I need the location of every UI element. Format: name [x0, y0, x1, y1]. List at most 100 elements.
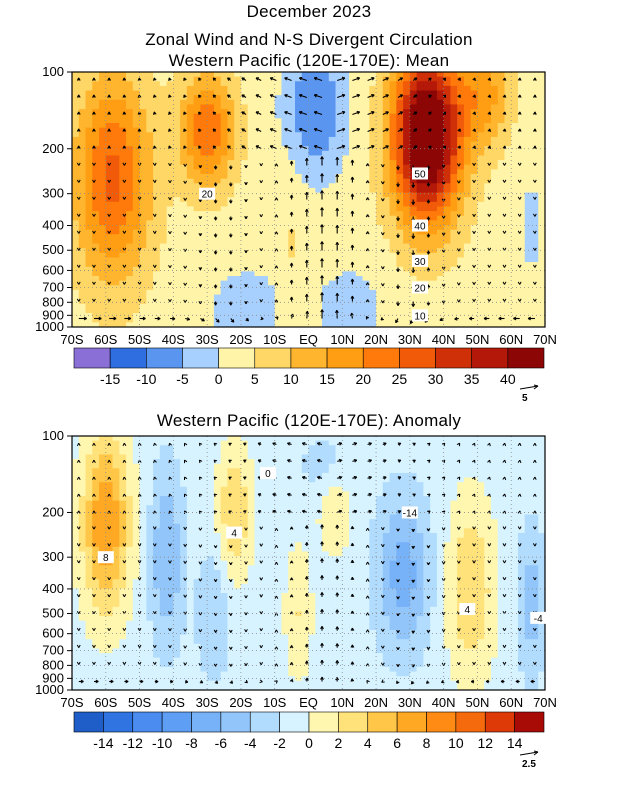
field-cell: [322, 266, 330, 272]
field-cell: [207, 206, 215, 212]
field-cell: [180, 436, 188, 442]
field-cell: [78, 308, 87, 314]
field-cell: [301, 72, 310, 78]
field-cell: [288, 248, 296, 254]
field-cell: [213, 169, 222, 175]
field-cell: [180, 276, 188, 282]
field-cell: [166, 206, 174, 212]
field-cell: [322, 174, 330, 180]
field-cell: [497, 266, 506, 272]
field-cell: [369, 155, 377, 161]
field-cell: [443, 150, 451, 157]
field-cell: [240, 160, 249, 166]
field-cell: [180, 150, 188, 157]
field-cell: [322, 238, 330, 245]
field-cell: [85, 155, 93, 161]
vector-head: [274, 282, 279, 286]
field-cell: [430, 141, 438, 147]
field-cell: [396, 211, 404, 217]
field-cell: [538, 132, 545, 138]
field-cell: [234, 313, 242, 319]
field-cell: [477, 76, 485, 82]
field-cell: [139, 322, 147, 327]
field-cell: [477, 234, 485, 240]
field-cell: [146, 266, 154, 272]
field-cell: [186, 132, 195, 138]
field-cell: [382, 257, 391, 263]
field-cell: [247, 262, 256, 268]
field-cell: [463, 146, 472, 152]
field-cell: [450, 192, 458, 198]
field-cell: [78, 211, 87, 217]
field-cell: [119, 150, 127, 157]
field-cell: [85, 276, 93, 282]
field-cell: [254, 225, 262, 231]
field-cell: [72, 215, 80, 221]
field-cell: [180, 322, 188, 327]
field-cell: [213, 90, 222, 96]
field-cell: [92, 215, 100, 221]
field-cell: [504, 192, 512, 198]
field-cell: [126, 85, 134, 92]
field-cell: [490, 146, 499, 152]
field-cell: [409, 123, 418, 129]
field-cell: [504, 141, 512, 147]
field-cell: [436, 220, 445, 226]
field-cell: [288, 169, 296, 175]
vector-head: [186, 317, 191, 321]
field-cell: [504, 132, 512, 138]
field-cell: [470, 136, 479, 143]
field-cell: [112, 299, 120, 305]
field-cell: [153, 72, 161, 78]
vector-head: [399, 128, 404, 132]
field-cell: [153, 85, 161, 92]
field-cell: [220, 72, 229, 78]
field-cell: [92, 169, 100, 175]
field-cell: [416, 211, 424, 217]
field-cell: [497, 280, 506, 286]
field-cell: [416, 113, 424, 119]
field-cell: [322, 299, 330, 305]
field-cell: [328, 308, 337, 314]
field-cell: [477, 187, 485, 194]
field-cell: [335, 206, 343, 212]
field-cell: [139, 95, 147, 101]
field-cell: [166, 132, 174, 138]
field-cell: [146, 136, 154, 143]
field-cells: [72, 436, 545, 690]
field-cell: [490, 215, 499, 221]
field-cell: [349, 308, 357, 314]
field-cell: [355, 150, 364, 157]
field-cell: [376, 146, 384, 152]
field-cell: [288, 271, 296, 277]
field-cell: [200, 436, 208, 442]
field-cell: [531, 174, 539, 180]
field-cell: [247, 201, 256, 208]
field-cell: [376, 197, 384, 203]
field-cell: [376, 215, 384, 221]
field-cell: [376, 220, 384, 226]
field-cell: [416, 178, 424, 184]
field-cell: [274, 225, 283, 231]
field-cell: [322, 183, 330, 189]
field-cell: [450, 308, 458, 314]
field-cell: [207, 271, 215, 277]
field-cell: [288, 109, 296, 115]
field-cell: [463, 215, 472, 221]
field-cell: [531, 234, 539, 240]
field-cell: [531, 225, 539, 231]
field-cell: [443, 113, 451, 119]
vector-head: [517, 230, 522, 234]
field-cell: [497, 294, 506, 300]
field-cell: [153, 132, 161, 138]
field-cell: [524, 289, 533, 296]
field-cell: [524, 238, 533, 245]
field-cell: [261, 211, 269, 217]
field-cell: [153, 225, 161, 231]
vector-head: [341, 144, 346, 149]
vector-head: [395, 319, 399, 324]
field-cell: [362, 266, 370, 272]
field-cell: [132, 303, 141, 310]
vector-head: [290, 313, 294, 318]
vector-head: [320, 173, 324, 177]
